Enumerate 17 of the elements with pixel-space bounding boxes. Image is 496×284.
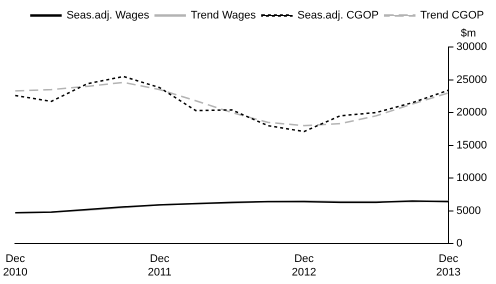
y-tick-label: 0 xyxy=(456,238,463,250)
y-tick-label: 30000 xyxy=(456,41,488,54)
legend-label: Seas.adj. CGOP xyxy=(297,10,379,22)
y-tick-label: 5000 xyxy=(456,204,481,217)
x-tick-label: Dec 2011 xyxy=(148,253,172,278)
legend-label: Trend CGOP xyxy=(420,10,484,22)
legend-label: Trend Wages xyxy=(190,10,256,22)
legend-label: Seas.adj. Wages xyxy=(66,10,150,22)
y-tick-label: 15000 xyxy=(456,139,488,152)
x-tick-label: Dec 2010 xyxy=(2,253,28,278)
x-tick-label: Dec 2012 xyxy=(292,253,316,278)
y-tick-label: 20000 xyxy=(456,106,488,119)
x-tick-label: Dec 2013 xyxy=(436,253,461,278)
y-axis-title: $m xyxy=(460,28,476,40)
y-tick-label: 10000 xyxy=(456,172,488,184)
line-series xyxy=(14,82,450,126)
y-tick-label: 25000 xyxy=(456,74,488,86)
